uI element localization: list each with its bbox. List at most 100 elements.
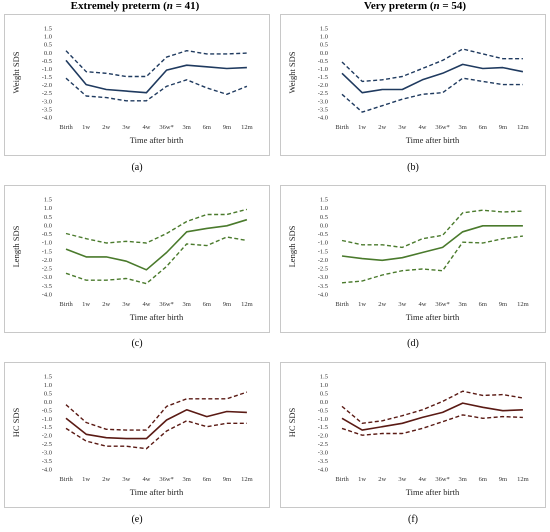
y-tick-label: -1.0: [42, 416, 52, 423]
y-tick-label: 0.0: [320, 399, 328, 406]
x-tick-label: 12m: [241, 124, 253, 131]
series-line-median: [341, 224, 523, 262]
x-tick-label: 36w*: [435, 301, 449, 308]
x-tick-label: 36w*: [159, 301, 173, 308]
series-line-dashed: [341, 209, 523, 249]
series-line-dashed: [341, 414, 523, 436]
y-tick-label: -2.0: [42, 433, 52, 440]
series-line-dashed: [341, 235, 523, 284]
column-header-right-suffix: = 54): [439, 0, 467, 12]
x-tick-label: 1w: [358, 476, 366, 483]
y-tick-label: 1.5: [44, 26, 52, 33]
y-tick-label: 1.5: [320, 26, 328, 33]
y-tick-label: -4.0: [42, 292, 52, 299]
y-tick-label: -1.0: [42, 66, 52, 73]
x-tick-label: 1w: [358, 124, 366, 131]
y-tick-label: -3.0: [42, 274, 52, 281]
x-tick-label: 4w: [142, 476, 150, 483]
y-tick-label: -3.5: [318, 106, 328, 113]
y-tick-label: -0.5: [318, 231, 328, 238]
y-tick-label: -4.0: [42, 467, 52, 474]
chart-svg: 1.51.00.50.0-0.5-1.0-1.5-2.0-2.5-3.0-3.5…: [287, 197, 529, 323]
x-tick-label: 3w: [398, 124, 406, 131]
y-tick-label: 1.0: [44, 382, 52, 389]
chart-panel-d: 1.5 1.0 0.5 0.0 -0.5 -1.0 -1.5 -2.0 -2.5 -3.0 -3.5…: [280, 185, 546, 333]
series-line-dashed: [65, 77, 248, 102]
y-tick-label: 0.5: [44, 214, 52, 221]
y-tick-label: 0.5: [44, 42, 52, 49]
x-tick-label: 12m: [241, 301, 253, 308]
x-tick-label: Birth: [59, 301, 73, 308]
y-tick-label: 1.0: [44, 34, 52, 41]
column-header-left-prefix: Extremely preterm (: [70, 0, 167, 12]
chart-svg: 1.51.00.50.0-0.5-1.0-1.5-2.0-2.5-3.0-3.5…: [287, 374, 529, 498]
y-tick-label: -1.5: [318, 248, 328, 255]
y-tick-label: -1.5: [42, 424, 52, 431]
y-tick-label: 1.0: [44, 205, 52, 212]
y-tick-label: -0.5: [42, 58, 52, 65]
chart-panel-a: 1.5 1.0 0.5 0.0 -0.5 -1.0 -1.5 -2.0 -2.5 -3.0 -3.5…: [4, 14, 270, 156]
series-line-median: [65, 408, 247, 440]
y-tick-label: -1.5: [42, 74, 52, 81]
chart-panel-c: 1.5 1.0 0.5 0.0 -0.5 -1.0 -1.5 -2.0 -2.5 -3.0 -3.5…: [4, 185, 270, 333]
y-tick-label: -0.5: [318, 58, 328, 65]
y-tick-label: -0.5: [42, 407, 52, 414]
y-tick-label: -4.0: [318, 467, 328, 474]
x-tick-label: 3w: [122, 124, 130, 131]
y-tick-label: -4.0: [42, 115, 52, 122]
y-tick-label: -3.5: [318, 283, 328, 290]
x-tick-label: 2w: [102, 476, 110, 483]
x-tick-label: Birth: [59, 124, 73, 131]
x-axis-title: Time after birth: [406, 135, 460, 145]
y-axis-title: Weight SDS: [11, 51, 21, 93]
y-tick-label: -3.0: [318, 98, 328, 105]
x-tick-label: 3m: [182, 476, 190, 483]
x-axis-title: Time after birth: [406, 487, 460, 497]
x-tick-label: 1w: [82, 124, 90, 131]
x-tick-label: 4w: [418, 301, 426, 308]
column-header-left-suffix: = 41): [172, 0, 200, 12]
chart-panel-b: 1.5 1.0 0.5 0.0 -0.5 -1.0 -1.5 -2.0 -2.5 -3.0 -3.5…: [280, 14, 546, 156]
x-tick-label: 3m: [458, 301, 466, 308]
x-tick-label: 3m: [458, 476, 466, 483]
x-tick-label: 6m: [203, 476, 211, 483]
x-tick-label: 3m: [182, 124, 190, 131]
y-axis-title: Weight SDS: [287, 51, 297, 93]
series-line-median: [341, 402, 523, 431]
y-tick-label: 0.5: [320, 214, 328, 221]
y-tick-label: -1.5: [42, 248, 52, 255]
x-axis-title: Time after birth: [130, 135, 184, 145]
y-tick-label: -3.5: [42, 106, 52, 113]
panel-label: (e): [131, 514, 143, 525]
x-tick-label: 9m: [223, 476, 231, 483]
series-line-dashed: [65, 208, 248, 244]
y-tick-label: -0.5: [318, 407, 328, 414]
y-axis-title: HC SDS: [287, 407, 297, 437]
x-tick-label: 3w: [122, 301, 130, 308]
series-line-dashed: [341, 390, 524, 424]
y-tick-label: -2.5: [318, 90, 328, 97]
x-tick-label: 2w: [102, 301, 110, 308]
y-tick-label: -3.0: [42, 98, 52, 105]
y-tick-label: 0.0: [44, 399, 52, 406]
y-axis-title: Length SDS: [11, 225, 21, 267]
y-tick-label: -2.5: [42, 90, 52, 97]
series-line-dashed: [341, 77, 523, 113]
y-tick-label: 0.0: [44, 222, 52, 229]
y-tick-label: 0.5: [44, 390, 52, 397]
x-tick-label: 1w: [82, 301, 90, 308]
series-line-median: [65, 59, 247, 94]
x-tick-label: 3w: [398, 476, 406, 483]
chart-svg: 1.51.00.50.0-0.5-1.0-1.5-2.0-2.5-3.0-3.5…: [11, 374, 253, 498]
x-tick-label: 4w: [418, 124, 426, 131]
y-tick-label: -3.0: [318, 450, 328, 457]
chart-panel-e: 1.5 1.0 0.5 0.0 -0.5 -1.0 -1.5 -2.0 -2.5 -3.0 -3.5…: [4, 362, 270, 508]
x-axis-title: Time after birth: [130, 312, 184, 322]
column-header-left: Extremely preterm (n = 41): [0, 0, 270, 14]
series-line-dashed: [65, 50, 247, 78]
panel-label: (f): [408, 514, 418, 525]
y-tick-label: 0.0: [320, 222, 328, 229]
x-tick-label: 6m: [203, 124, 211, 131]
y-tick-label: 0.0: [320, 50, 328, 57]
y-axis-title: HC SDS: [11, 407, 21, 437]
